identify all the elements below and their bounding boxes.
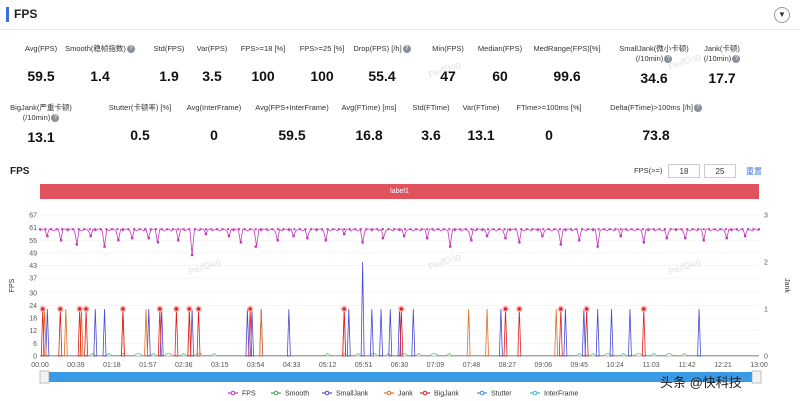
metric-label-row: Drop(FPS) [/h]? bbox=[327, 44, 437, 54]
chevron-down-icon[interactable]: ▼ bbox=[774, 7, 790, 23]
panel-header: FPS ▼ bbox=[0, 0, 800, 30]
metric-value: 3.6 bbox=[421, 127, 441, 143]
metric-value: 34.6 bbox=[640, 70, 668, 86]
metric-value: 0 bbox=[545, 127, 553, 143]
metric-label: Avg(InterFrame) bbox=[186, 103, 242, 112]
metric-label: Var(FPS) bbox=[196, 44, 228, 53]
threshold-input-2[interactable] bbox=[704, 164, 736, 178]
label-bar[interactable]: label1 bbox=[40, 184, 759, 199]
metric-item: Drop(FPS) [/h]? 55.4 bbox=[327, 44, 437, 84]
metric-item: Var(FTime) 13.1 bbox=[426, 103, 536, 143]
metric-label: Median(FPS) bbox=[477, 44, 523, 53]
metric-value: 1.4 bbox=[90, 68, 110, 84]
metric-label-unit: (/10min)? bbox=[0, 113, 96, 123]
metric-item: Min(FPS) 47 bbox=[393, 44, 503, 84]
metric-value: 1.9 bbox=[159, 68, 179, 84]
metric-item: BigJank(严重卡顿) (/10min)? 13.1 bbox=[0, 103, 96, 145]
metric-label: SmallJank(微小卡顿) bbox=[619, 44, 689, 53]
metric-label: Std(FTime) bbox=[412, 103, 450, 112]
metric-item: Var(FPS) 3.5 bbox=[157, 44, 267, 84]
metric-item: MedRange(FPS)[%] 99.6 bbox=[512, 44, 622, 84]
reset-button[interactable]: 重置 bbox=[746, 167, 762, 176]
metric-label: Var(FTime) bbox=[462, 103, 500, 112]
metric-label: Smooth(稳帧指数) bbox=[65, 44, 126, 53]
metric-item: SmallJank(微小卡顿) (/10min)? 34.6 bbox=[599, 44, 709, 86]
metric-value: 100 bbox=[251, 68, 275, 84]
metric-item: Delta(FTime)>100ms [/h]? 73.8 bbox=[601, 103, 711, 143]
metric-item: FPS>=18 [%] 100 bbox=[208, 44, 318, 84]
metric-label: Min(FPS) bbox=[432, 44, 464, 53]
metric-value: 59.5 bbox=[278, 127, 306, 143]
metric-item: Jank(卡顿) (/10min)? 17.7 bbox=[667, 44, 777, 86]
metric-label: Std(FPS) bbox=[153, 44, 185, 53]
help-icon[interactable]: ? bbox=[126, 45, 135, 54]
metric-item: Std(FPS) 1.9 bbox=[114, 44, 224, 84]
metric-value: 13.1 bbox=[27, 129, 55, 145]
metric-item: Smooth(稳帧指数)? 1.4 bbox=[45, 44, 155, 84]
panel-title: FPS bbox=[14, 7, 38, 21]
metric-item: Avg(FPS) 59.5 bbox=[0, 44, 96, 84]
metric-value: 100 bbox=[310, 68, 334, 84]
threshold-input-1[interactable] bbox=[668, 164, 700, 178]
scrollbar-right-handle[interactable] bbox=[751, 370, 762, 384]
metric-item: Avg(FTime) [ms] 16.8 bbox=[314, 103, 424, 143]
metric-label-unit: (/10min)? bbox=[667, 54, 777, 64]
metric-label: BigJank(严重卡顿) bbox=[10, 103, 72, 112]
help-icon[interactable]: ? bbox=[51, 114, 60, 123]
metric-label: FTime>=100ms [%] bbox=[516, 103, 582, 112]
metric-label: Jank(卡顿) bbox=[704, 44, 740, 53]
metric-label: Stutter(卡顿率) [%] bbox=[108, 103, 172, 112]
metric-label-row: Smooth(稳帧指数)? bbox=[45, 44, 155, 54]
metric-unit-text: (/10min) bbox=[703, 54, 732, 63]
metric-label: Delta(FTime)>100ms [/h] bbox=[610, 103, 693, 112]
brand-watermark: 头条 @快科技 bbox=[660, 375, 742, 390]
metric-label: Avg(FPS) bbox=[24, 44, 58, 53]
metric-item: FTime>=100ms [%] 0 bbox=[494, 103, 604, 143]
metric-value: 16.8 bbox=[355, 127, 383, 143]
metric-unit-text: (/10min) bbox=[22, 113, 51, 122]
chart-title: FPS bbox=[10, 166, 30, 177]
scrollbar-left-handle[interactable] bbox=[39, 370, 50, 384]
metric-value: 47 bbox=[440, 68, 456, 84]
header-accent-bar bbox=[6, 7, 9, 22]
metric-label: Drop(FPS) [/h] bbox=[353, 44, 402, 53]
metric-item: Avg(FPS+InterFrame) 59.5 bbox=[237, 103, 347, 143]
metric-item: Stutter(卡顿率) [%] 0.5 bbox=[85, 103, 195, 143]
metric-label: FPS>=18 [%] bbox=[240, 44, 286, 53]
metric-label: Avg(FPS+InterFrame) bbox=[255, 103, 329, 112]
help-icon[interactable]: ? bbox=[664, 55, 673, 64]
metric-value: 99.6 bbox=[553, 68, 581, 84]
metric-label: Avg(FTime) [ms] bbox=[341, 103, 397, 112]
metric-value: 0.5 bbox=[130, 127, 150, 143]
metric-value: 13.1 bbox=[467, 127, 495, 143]
metric-item: FPS>=25 [%] 100 bbox=[267, 44, 377, 84]
metric-label: MedRange(FPS)[%] bbox=[533, 44, 601, 53]
metric-value: 60 bbox=[492, 68, 508, 84]
metric-value: 73.8 bbox=[642, 127, 670, 143]
help-icon[interactable]: ? bbox=[732, 55, 741, 64]
help-icon[interactable]: ? bbox=[693, 104, 702, 113]
metric-value: 55.4 bbox=[368, 68, 396, 84]
metric-label-row: Delta(FTime)>100ms [/h]? bbox=[601, 103, 711, 113]
metric-value: 17.7 bbox=[708, 70, 736, 86]
metric-item: Std(FTime) 3.6 bbox=[376, 103, 486, 143]
threshold-label: FPS(>=) bbox=[634, 166, 663, 175]
metric-label-unit: (/10min)? bbox=[599, 54, 709, 64]
scrollbar-track[interactable] bbox=[40, 372, 759, 382]
metric-item: Avg(InterFrame) 0 bbox=[159, 103, 269, 143]
metric-value: 0 bbox=[210, 127, 218, 143]
metric-item: Median(FPS) 60 bbox=[445, 44, 555, 84]
help-icon[interactable]: ? bbox=[402, 45, 411, 54]
metric-unit-text: (/10min) bbox=[635, 54, 664, 63]
metric-label: FPS>=25 [%] bbox=[299, 44, 345, 53]
metric-value: 3.5 bbox=[202, 68, 222, 84]
metric-value: 59.5 bbox=[27, 68, 55, 84]
